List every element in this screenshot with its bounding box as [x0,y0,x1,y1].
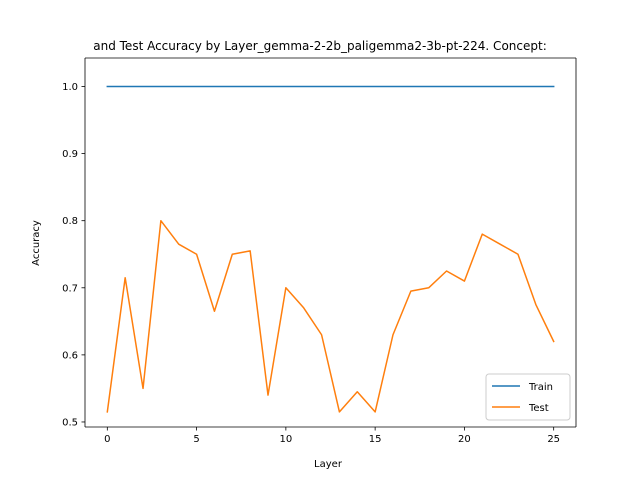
y-tick-label: 0.8 [62,216,78,227]
ticks-group: 0 5 10 15 20 25 0.5 0.6 0.7 0.8 0.9 1.0 [62,82,560,445]
plot-background [85,58,576,427]
x-tick-label: 5 [193,434,199,445]
series-line-test [106,219,555,413]
x-tick-label: 0 [104,434,110,445]
plot-area [85,58,576,427]
y-tick-label: 0.9 [62,149,78,160]
x-tick-label: 15 [369,434,382,445]
legend-label-test: Test [528,403,549,414]
x-tick-label: 20 [458,434,471,445]
x-tick-label: 10 [279,434,292,445]
legend-label-train: Train [528,382,553,393]
series-group [106,85,555,413]
legend: Train Test [485,373,571,421]
y-tick-label: 0.7 [62,283,78,294]
legend-frame [485,373,571,421]
y-axis-label: Accuracy [31,220,42,266]
y-tick-label: 0.5 [62,417,78,428]
axes-frame [84,57,577,428]
y-tick-label: 0.6 [62,350,78,361]
y-tick-label: 1.0 [62,82,78,93]
chart-title: and Test Accuracy by Layer_gemma-2-2b_pa… [93,39,546,53]
x-tick-label: 25 [547,434,560,445]
x-axis-label: Layer [314,459,343,470]
